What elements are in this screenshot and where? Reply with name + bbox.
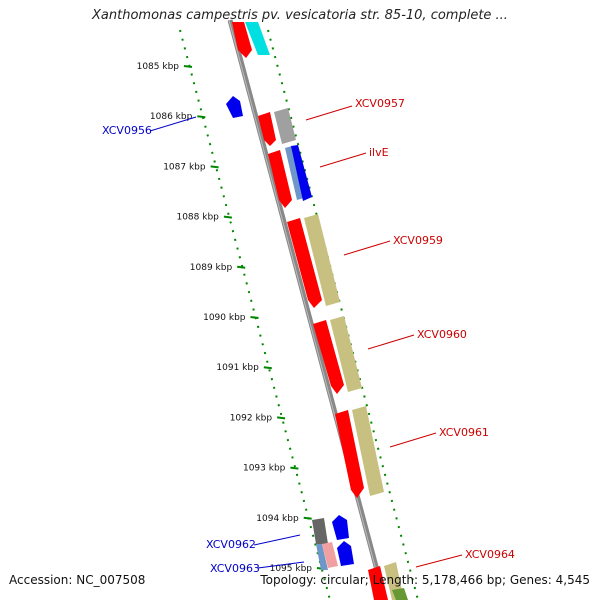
kbp-tick-mark <box>276 416 286 420</box>
leader-line <box>253 534 301 546</box>
gene-feature-reverse[interactable] <box>332 515 349 540</box>
gene-feature-forward[interactable] <box>287 218 322 308</box>
gene-label-right[interactable]: XCV0960 <box>417 328 467 341</box>
kbp-tick-mark <box>290 466 299 470</box>
label-leader-lines <box>149 105 463 569</box>
leader-line <box>149 116 197 132</box>
gene-label-left[interactable]: XCV0962 <box>206 538 256 551</box>
gene-feature-reverse[interactable] <box>226 96 243 118</box>
gene-feature-forward[interactable] <box>335 410 364 498</box>
gene-feature-reverse[interactable] <box>337 541 354 566</box>
gene-feature-cds-gray[interactable] <box>274 108 296 144</box>
gene-feature-cds-steel[interactable] <box>316 544 328 570</box>
kbp-tick-label: 1092 kbp <box>230 413 273 423</box>
genome-summary: Topology: circular; Length: 5,178,466 bp… <box>260 573 590 587</box>
gene-feature-reverse[interactable] <box>291 145 312 201</box>
kbp-tick-mark <box>183 65 193 68</box>
kbp-tick-label: 1088 kbp <box>176 213 219 223</box>
gene-feature-cds-gray[interactable] <box>312 518 328 544</box>
leader-line <box>415 554 463 568</box>
accession-label: Accession: NC_007508 <box>9 573 146 587</box>
gene-features <box>226 22 408 600</box>
gene-feature-cds-tan[interactable] <box>304 214 340 306</box>
gene-feature-forward[interactable] <box>313 320 344 394</box>
gene-feature-cds-tan[interactable] <box>352 406 384 496</box>
gene-feature-forward[interactable] <box>268 150 292 208</box>
gene-label-right[interactable]: XCV0961 <box>439 426 489 439</box>
kbp-tick-mark <box>263 366 272 370</box>
genome-backbone-highlight <box>228 19 385 600</box>
kbp-tick-mark <box>237 265 246 269</box>
leader-line <box>389 432 437 448</box>
kbp-tick-mark <box>223 215 233 219</box>
gene-feature-cds-tan[interactable] <box>330 316 362 392</box>
kbp-tick-mark <box>303 516 312 520</box>
gene-feature-cds-cyan[interactable] <box>245 22 270 55</box>
gene-labels: XCV0957 ilvE XCV0959 XCV0960 XCV0961 XCV… <box>102 97 515 575</box>
kbp-tick-mark <box>210 165 219 169</box>
leader-line <box>319 152 367 168</box>
gene-feature-forward[interactable] <box>368 566 388 600</box>
kbp-ticks: 1085 kbp 1086 kbp 1087 kbp 1088 kbp 1089 kbp… <box>137 62 326 574</box>
gene-label-right[interactable]: ilvE <box>369 146 389 159</box>
map-title: Xanthomonas campestris pv. vesicatoria s… <box>92 8 508 23</box>
kbp-tick-label: 1090 kbp <box>203 313 246 323</box>
gene-label-left[interactable]: XCV0956 <box>102 124 152 137</box>
kbp-tick-label: 1093 kbp <box>243 464 286 474</box>
gene-feature-forward[interactable] <box>232 22 252 58</box>
kbp-tick-mark <box>197 115 206 119</box>
kbp-tick-label: 1095 kbp <box>270 564 313 574</box>
kbp-tick-label: 1085 kbp <box>137 62 180 72</box>
gene-label-right[interactable]: XCV0959 <box>393 234 443 247</box>
kbp-tick-label: 1091 kbp <box>216 363 259 373</box>
gene-feature-cds-steel[interactable] <box>285 146 304 200</box>
gene-feature-cds-green[interactable] <box>392 588 408 600</box>
leader-line <box>343 240 391 256</box>
gene-label-right[interactable]: XCV0964 <box>465 548 515 561</box>
gene-label-right[interactable]: XCV0957 <box>355 97 405 110</box>
gene-feature-cds-pink[interactable] <box>322 542 338 568</box>
kbp-tick-mark <box>250 316 259 319</box>
kbp-tick-label: 1089 kbp <box>190 263 233 273</box>
kbp-tick-label: 1094 kbp <box>256 514 299 524</box>
leader-line <box>367 334 415 350</box>
gene-feature-forward[interactable] <box>258 112 276 146</box>
genome-backbone <box>227 19 388 600</box>
kbp-tick-label: 1086 kbp <box>150 112 193 122</box>
kbp-tick-label: 1087 kbp <box>163 162 206 172</box>
leader-line <box>305 105 353 121</box>
leader-line <box>257 561 305 569</box>
gene-label-left[interactable]: XCV0963 <box>210 562 260 575</box>
